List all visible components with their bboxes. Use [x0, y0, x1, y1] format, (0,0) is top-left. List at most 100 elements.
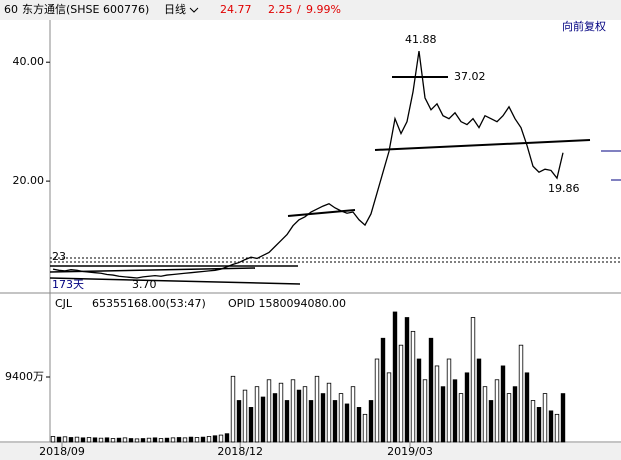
vol-title: CJL	[55, 297, 73, 310]
annotation: 41.88	[405, 33, 437, 46]
volume-bar	[254, 386, 260, 443]
volume-bar	[158, 438, 164, 443]
price-line	[52, 50, 564, 279]
annotation: 19.86	[548, 182, 580, 195]
volume-bar	[488, 400, 494, 443]
vol-note: OPID 1580094080.00	[228, 297, 346, 310]
volume-bar	[56, 436, 62, 443]
volume-bar	[530, 400, 536, 443]
volume-bar	[404, 317, 410, 443]
volume-bar	[482, 386, 488, 443]
volume-bar	[284, 400, 290, 443]
volume-bar	[98, 437, 104, 443]
trend-line	[49, 277, 301, 285]
annotation: 3.70	[132, 278, 157, 291]
volume-bar	[200, 436, 206, 443]
volume-bar	[80, 437, 86, 443]
slash: /	[297, 3, 301, 16]
volume-bar	[116, 437, 122, 443]
volume-bar	[518, 344, 524, 443]
volume-bar	[290, 379, 296, 443]
x-tick-label: 2018/09	[39, 445, 85, 458]
change: 2.25	[268, 3, 293, 16]
volume-bar	[542, 393, 548, 443]
volume-bar	[164, 437, 170, 443]
volume-bar	[122, 437, 128, 443]
volume-bar	[68, 437, 74, 443]
volume-bar	[338, 393, 344, 443]
x-tick-label: 2018/12	[217, 445, 263, 458]
volume-bar	[236, 400, 242, 443]
volume-bar	[266, 379, 272, 443]
volume-bar	[302, 386, 308, 443]
volume-bar	[476, 358, 482, 443]
x-tick-label: 2019/03	[387, 445, 433, 458]
volume-bar	[140, 438, 146, 443]
volume-bar	[332, 400, 338, 443]
volume-bar	[152, 437, 158, 443]
volume-bar	[536, 407, 542, 443]
volume-bar	[62, 436, 68, 443]
volume-bar	[554, 413, 560, 443]
y-tick-label: 9400万	[5, 370, 44, 383]
price: 24.77	[220, 3, 252, 16]
volume-bar	[374, 358, 380, 443]
annotation: 23	[52, 250, 66, 263]
volume-bar	[188, 436, 194, 443]
volume-bar	[50, 436, 56, 443]
volume-bar	[464, 372, 470, 443]
volume-bar	[386, 372, 392, 443]
volume-bar	[176, 437, 182, 443]
volume-bar	[494, 379, 500, 443]
volume-bar	[422, 379, 428, 443]
volume-bar	[182, 437, 188, 443]
volume-bar	[296, 389, 302, 443]
volume-bar	[206, 436, 212, 443]
volume-bar	[428, 337, 434, 443]
volume-bar	[320, 393, 326, 443]
volume-bar	[548, 410, 554, 443]
dropdown-icon[interactable]	[189, 7, 199, 13]
annotation: 173天	[52, 278, 84, 291]
volume-bar	[452, 379, 458, 443]
header-bar	[0, 0, 621, 20]
volume-bar	[74, 436, 80, 443]
volume-bar	[434, 365, 440, 443]
volume-bar	[104, 437, 110, 443]
volume-bar	[146, 437, 152, 443]
volume-bar	[506, 393, 512, 443]
volume-bar	[440, 386, 446, 443]
cycle[interactable]: 日线	[164, 2, 186, 16]
volume-bar	[308, 400, 314, 443]
volume-bar	[248, 407, 254, 443]
stock-name: 东方通信(SHSE 600776)	[22, 2, 149, 16]
volume-bar	[350, 386, 356, 443]
volume-bar	[218, 434, 224, 443]
footer-bar	[0, 443, 621, 460]
trend-line	[287, 209, 356, 217]
volume-bar	[356, 407, 362, 443]
volume-bar	[92, 437, 98, 443]
volume-bar	[512, 386, 518, 443]
drawings	[49, 76, 621, 285]
volume-bar	[410, 330, 416, 443]
volume-bar	[326, 382, 332, 443]
volume-bar	[134, 438, 140, 443]
volume-bar	[128, 438, 134, 443]
volume-bar	[446, 358, 452, 443]
adjust[interactable]: 向前复权	[562, 19, 606, 33]
volume-bar	[560, 393, 566, 443]
volume-bar	[272, 393, 278, 443]
volume-bar	[398, 344, 404, 443]
volume-bar	[362, 413, 368, 443]
y-tick-label: 40.00	[13, 55, 45, 68]
annotation: 37.02	[454, 70, 486, 83]
volume-bar	[470, 317, 476, 443]
volume-bar	[260, 396, 266, 443]
period: 60	[4, 3, 18, 16]
vol-value: 65355168.00(53:47)	[92, 297, 206, 310]
volume-bar	[314, 375, 320, 443]
volume-bar	[368, 400, 374, 443]
y-tick-label: 20.00	[13, 174, 45, 187]
